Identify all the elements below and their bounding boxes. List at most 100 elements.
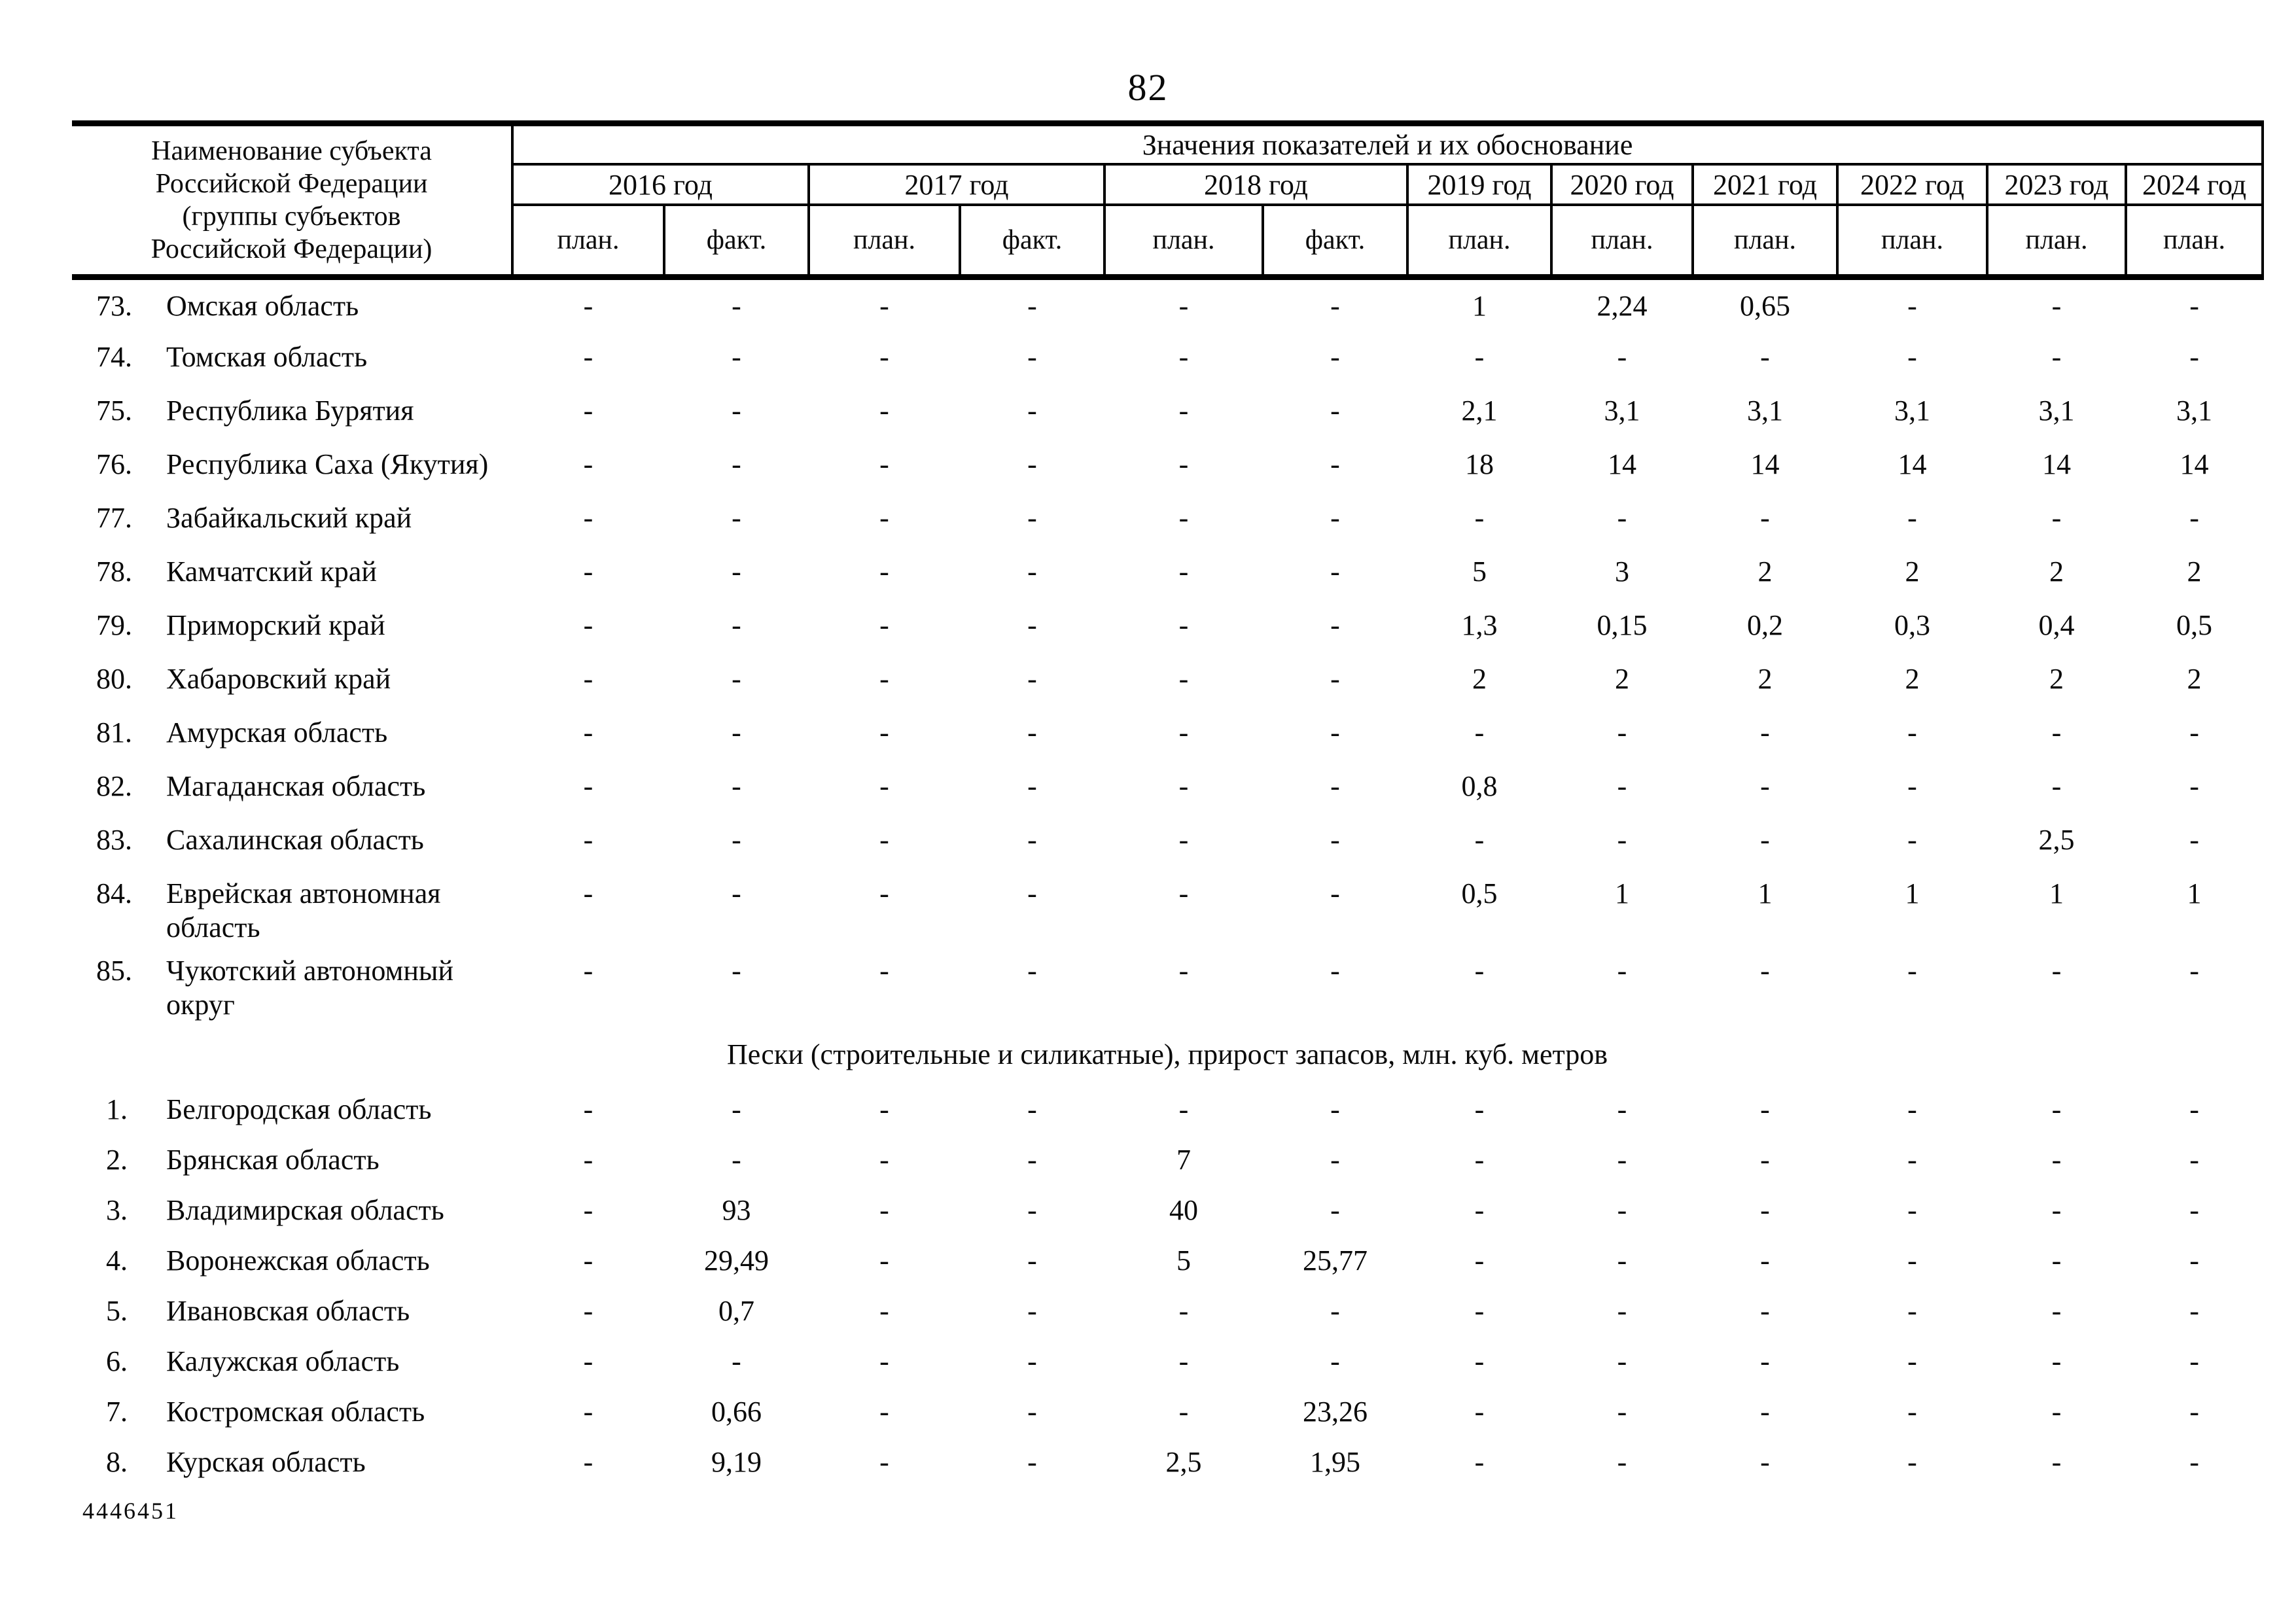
value-cell: - [879,769,889,802]
value-cell: - [583,954,593,987]
value-cell: - [1907,1244,1917,1277]
table-row: 85. Чукотский автономный округ - - - - - - - - - - -… [72,945,2263,1022]
row-number: 6. [106,1345,128,1377]
subheader-cell: план. [807,203,961,280]
value-cell: - [1027,340,1037,373]
value-cell: 0,15 [1597,608,1648,641]
value-cell: - [2189,716,2199,749]
header-year-2017: 2017 год [807,163,1106,206]
value-cell: - [732,448,741,480]
value-cell: 3,1 [2176,394,2213,427]
region-cell: 79. Приморский край [72,599,512,653]
value-cell: - [879,555,889,588]
table-row: 79. Приморский край - - - - - - 1,3 0,15 0,2 0,3 0,4… [72,599,2263,653]
value-cell: - [1760,954,1770,987]
value-cell: - [732,290,741,322]
value-cell: - [1330,769,1340,802]
value-cell: - [1330,877,1340,909]
table-row: 84. Еврейская автономная область - - - - - - 0,5… [72,868,2263,945]
value-cell: 0,4 [2038,608,2075,641]
value-cell: - [879,340,889,373]
table-row: 4. Воронежская область - 29,49 - - 5 25,77 - - - - -… [72,1235,2263,1285]
value-cell: - [2051,1093,2062,1125]
subheader-cell: план. [511,203,665,280]
value-cell: - [583,769,593,802]
value-cell: - [1027,1294,1037,1327]
value-cell: - [1760,716,1770,749]
value-cell: - [1178,290,1189,322]
value-cell: - [1760,1294,1770,1327]
value-cell: - [583,501,593,534]
value-cell: - [1178,769,1189,802]
value-cell: - [1474,823,1485,856]
value-cell: - [1760,1143,1770,1176]
value-cell: - [1907,290,1917,322]
value-cell: - [1907,1193,1917,1226]
value-cell: - [1178,1093,1189,1125]
value-cell: 0,7 [718,1294,754,1327]
value-cell: - [1760,501,1770,534]
value-cell: - [1330,823,1340,856]
region-name: Курская область [166,1445,366,1478]
header-region-name-line: Российской Федерации [155,169,428,199]
region-cell: 2. Брянская область [72,1134,512,1184]
value-cell: - [879,1395,889,1428]
value-cell: - [1330,394,1340,427]
region-cell: 3. Владимирская область [72,1184,512,1235]
value-cell: - [1907,1294,1917,1327]
value-cell: - [1027,716,1037,749]
subheader-cell: факт. [1262,203,1409,280]
value-cell: - [732,954,741,987]
value-cell: 5 [1472,555,1487,588]
header-region-name-line: Наименование субъекта [151,136,432,166]
value-cell: - [2051,1395,2062,1428]
region-cell: 7. Костромская область [72,1386,512,1436]
value-cell: - [1474,1345,1485,1377]
value-cell: - [879,1093,889,1125]
value-cell: - [1330,448,1340,480]
value-cell: - [732,608,741,641]
value-cell: - [1760,340,1770,373]
table-row: 7. Костромская область - 0,66 - - - 23,26 - - - - - - [72,1386,2263,1436]
row-number: 81. [96,716,132,749]
region-cell: 77. Забайкальский край [72,492,512,546]
value-cell: 1 [2049,877,2064,909]
value-cell: - [879,608,889,641]
value-cell: 5 [1176,1244,1191,1277]
value-cell: - [1027,1244,1037,1277]
value-cell: - [583,1294,593,1327]
table-row: 80. Хабаровский край - - - - - - 2 2 2 2 2 2 [72,653,2263,707]
row-number: 4. [106,1244,128,1277]
value-cell: 9,19 [711,1445,762,1478]
value-cell: 2 [2049,555,2064,588]
region-cell: 83. Сахалинская область [72,814,512,868]
value-cell: 2 [1905,555,1920,588]
value-cell: - [1178,662,1189,695]
value-cell: - [583,394,593,427]
region-name: Хабаровский край [166,662,391,695]
value-cell: - [1907,1345,1917,1377]
value-cell: 2 [2049,662,2064,695]
value-cell: - [1330,608,1340,641]
region-name: Сахалинская область [166,823,424,856]
row-number: 1. [106,1093,128,1125]
value-cell: - [2189,1445,2199,1478]
value-cell: - [1027,555,1037,588]
value-cell: 14 [1750,448,1780,480]
region-name: Ивановская область [166,1294,410,1327]
table-row: 78. Камчатский край - - - - - - 5 3 2 2 2 2 [72,546,2263,599]
region-name: Воронежская область [166,1244,430,1277]
value-cell: - [879,1445,889,1478]
value-cell: - [1178,501,1189,534]
value-cell: - [1474,501,1485,534]
value-cell: 14 [2042,448,2071,480]
value-cell: - [1027,1093,1037,1125]
value-cell: - [1027,290,1037,322]
table-row: 8. Курская область - 9,19 - - 2,5 1,95 - - - - - - [72,1436,2263,1487]
subheader-cell: план. [1836,203,1988,280]
value-cell: - [2189,501,2199,534]
value-cell: - [1760,1345,1770,1377]
region-cell: 76. Республика Саха (Якутия) [72,438,512,492]
value-cell: - [2051,716,2062,749]
value-cell: - [1474,954,1485,987]
